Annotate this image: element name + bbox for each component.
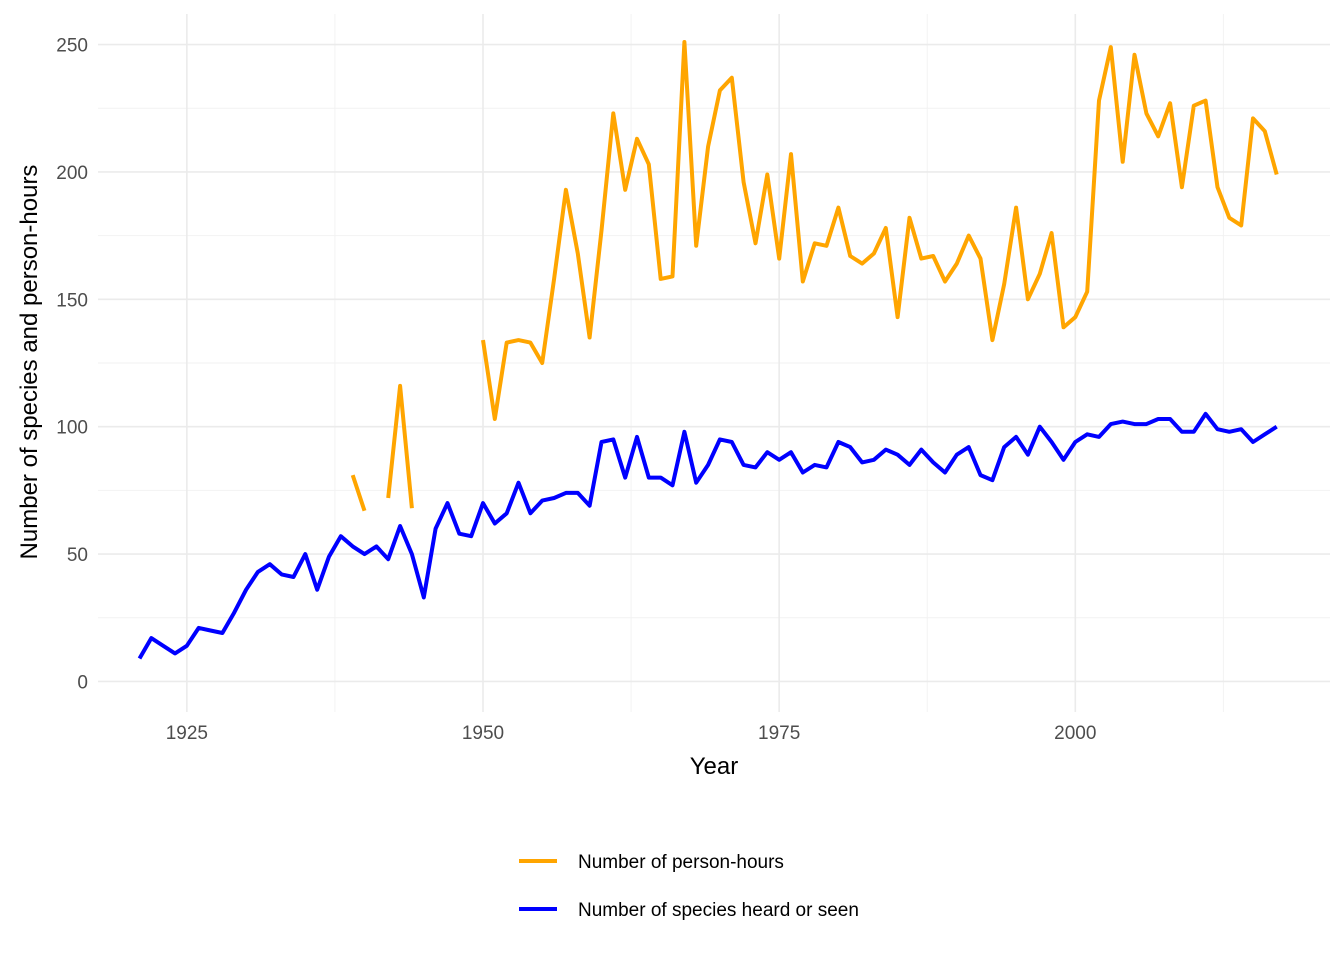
legend-label-0: Number of person-hours bbox=[578, 852, 784, 873]
series-line-0 bbox=[350, 40, 1279, 512]
legend: Number of person-hours Number of species … bbox=[519, 852, 859, 921]
x-axis-title: Year bbox=[690, 753, 739, 780]
y-axis-title: Number of species and person-hours bbox=[16, 165, 43, 560]
y-tick-label: 150 bbox=[56, 290, 88, 311]
tick-labels: 1925 1950 1975 2000 0 50 100 150 200 250 bbox=[56, 36, 1096, 744]
x-tick-label: 1925 bbox=[166, 723, 208, 744]
series-lines bbox=[137, 40, 1279, 660]
x-tick-label: 1950 bbox=[462, 723, 504, 744]
y-tick-label: 100 bbox=[56, 418, 88, 439]
y-tick-label: 0 bbox=[77, 672, 88, 693]
y-tick-label: 250 bbox=[56, 36, 88, 57]
x-tick-label: 1975 bbox=[758, 723, 800, 744]
y-tick-label: 50 bbox=[67, 545, 88, 566]
series-line-1 bbox=[137, 411, 1278, 660]
grid-lines bbox=[98, 14, 1330, 712]
y-tick-label: 200 bbox=[56, 163, 88, 184]
legend-label-1: Number of species heard or seen bbox=[578, 900, 859, 921]
x-tick-label: 2000 bbox=[1054, 723, 1096, 744]
